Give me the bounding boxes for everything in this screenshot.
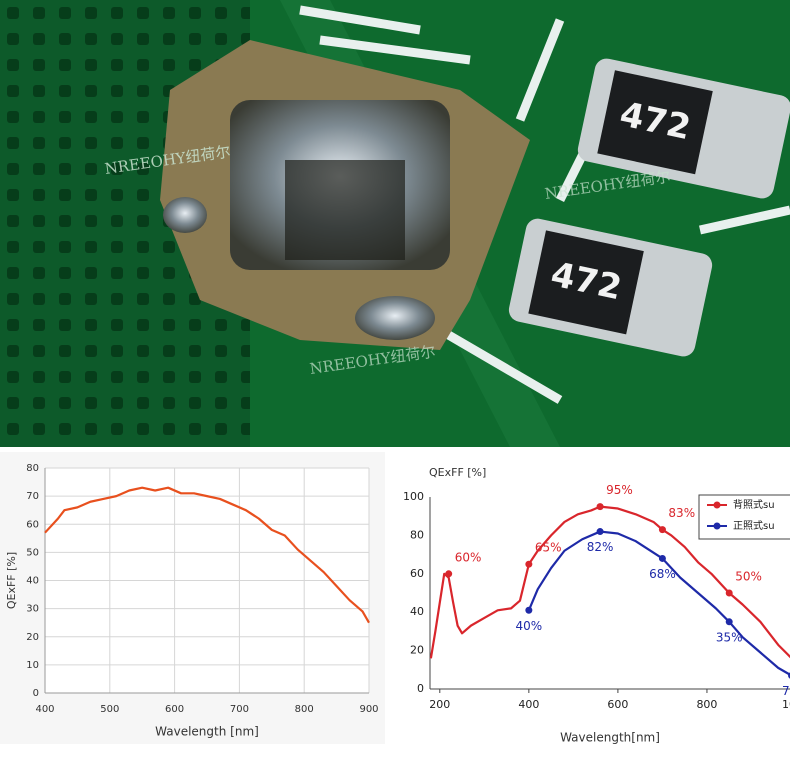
data-label: 68% [649,567,676,581]
silkscreen [299,5,790,404]
legend-swatch [713,501,721,509]
chart: 0 10 20 30 40 50 60 70 80 400 500 600 700 800 900 Wavel… [0,452,385,744]
resistor: 472 [577,58,790,199]
data-point [658,554,666,562]
x-tick-label: 200 [429,698,450,711]
x-tick-label: 900 [359,704,378,715]
x-axis-label: Wavelength [nm] [155,725,259,739]
x-tick-label: 800 [295,704,314,715]
x-tick-label: 400 [35,704,54,715]
solder-ball [355,296,435,340]
y-tick-label: 60 [26,519,39,530]
y-tick-label: 30 [26,604,39,615]
y-tick-label: 40 [410,605,424,618]
data-label: 50% [735,570,762,584]
data-label: 65% [535,541,562,555]
data-point [525,560,533,568]
series-line [429,505,790,659]
y-tick-label: 40 [26,576,39,587]
y-tick-label: 20 [410,644,424,657]
y-tick-label: 20 [26,632,39,643]
data-label: 35% [716,630,743,644]
y-tick-label: 60 [410,567,424,580]
chart-title: QExFF [%] [429,466,486,479]
data-point [658,526,666,534]
data-label: 82% [587,540,614,554]
y-tick-label: 0 [33,688,39,699]
x-tick-label: 500 [100,704,119,715]
chart: 0 20 40 60 80 100 200 400 600 800 1000 Wavelength[n… [403,466,790,745]
data-label: 60% [455,550,482,564]
y-tick-label: 70 [26,491,39,502]
data-point [445,570,453,578]
x-tick-label: 600 [607,698,628,711]
legend-label: 背照式su [733,498,775,511]
y-tick-label: 10 [26,660,39,671]
y-axis-label: QExFF [%] [5,552,18,609]
y-tick-label: 50 [26,547,39,558]
x-tick-label: 700 [230,704,249,715]
series-line [44,486,370,624]
x-tick-label: 1000 [782,698,790,711]
data-label: 95% [606,483,633,497]
data-label: 83% [668,506,695,520]
legend-swatch [713,522,721,530]
y-tick-label: 80 [410,528,424,541]
x-tick-label: 800 [696,698,717,711]
component-body [285,160,405,260]
data-label: 40% [516,619,543,633]
y-tick-label: 100 [403,490,424,503]
resistor: 472 [508,218,713,357]
solder-ball [163,197,207,233]
legend-box [698,494,790,540]
x-tick-label: 400 [518,698,539,711]
data-label: 7% [782,684,790,698]
data-point [596,528,604,536]
y-tick-label: 80 [26,463,39,474]
series-line [527,530,790,676]
data-point [725,618,733,626]
y-tick-label: 0 [417,682,424,695]
data-point [725,589,733,597]
data-point [596,503,604,511]
pcb-photo: 472 472 NREEOHY纽荷尔 NREEOHY纽荷尔 NREEOHY纽荷尔 [0,0,790,447]
data-point [525,606,533,614]
x-axis-label: Wavelength[nm] [560,731,660,745]
legend-label: 正照式su [733,519,775,532]
x-tick-label: 600 [165,704,184,715]
